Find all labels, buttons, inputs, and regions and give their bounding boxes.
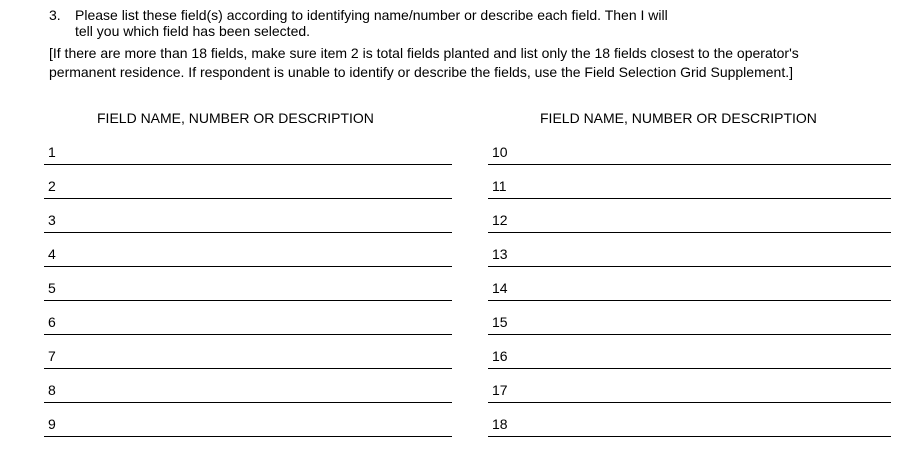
field-number: 8 bbox=[48, 382, 56, 398]
field-number: 15 bbox=[492, 314, 508, 330]
field-entry-line[interactable]: 1 bbox=[44, 144, 452, 165]
field-number: 16 bbox=[492, 348, 508, 364]
column-header-left: FIELD NAME, NUMBER OR DESCRIPTION bbox=[97, 110, 374, 126]
field-number: 6 bbox=[48, 314, 56, 330]
field-number: 9 bbox=[48, 416, 56, 432]
field-entry-line[interactable]: 4 bbox=[44, 246, 452, 267]
field-entry-line[interactable]: 8 bbox=[44, 382, 452, 403]
field-entry-line[interactable]: 14 bbox=[488, 280, 891, 301]
field-entry-line[interactable]: 16 bbox=[488, 348, 891, 369]
field-number: 1 bbox=[48, 144, 56, 160]
field-entry-line[interactable]: 2 bbox=[44, 178, 452, 199]
field-entry-line[interactable]: 6 bbox=[44, 314, 452, 335]
field-number: 3 bbox=[48, 212, 56, 228]
question-text-line1: Please list these field(s) according to … bbox=[75, 7, 668, 23]
field-number: 2 bbox=[48, 178, 56, 194]
field-entry-line[interactable]: 15 bbox=[488, 314, 891, 335]
instruction-line2: permanent residence. If respondent is un… bbox=[49, 64, 793, 80]
question-number: 3. bbox=[49, 7, 61, 23]
field-entry-line[interactable]: 9 bbox=[44, 416, 452, 437]
field-number: 10 bbox=[492, 144, 508, 160]
question-text-line2: tell you which field has been selected. bbox=[75, 23, 311, 39]
field-entry-line[interactable]: 5 bbox=[44, 280, 452, 301]
field-entry-line[interactable]: 7 bbox=[44, 348, 452, 369]
column-header-right: FIELD NAME, NUMBER OR DESCRIPTION bbox=[540, 110, 817, 126]
field-entry-line[interactable]: 18 bbox=[488, 416, 891, 437]
field-number: 7 bbox=[48, 348, 56, 364]
instruction-line1: [If there are more than 18 fields, make … bbox=[49, 45, 799, 61]
field-entry-line[interactable]: 3 bbox=[44, 212, 452, 233]
field-entry-line[interactable]: 12 bbox=[488, 212, 891, 233]
field-number: 4 bbox=[48, 246, 56, 262]
field-number: 18 bbox=[492, 416, 508, 432]
field-number: 11 bbox=[492, 178, 507, 194]
field-entry-line[interactable]: 10 bbox=[488, 144, 891, 165]
field-number: 17 bbox=[492, 382, 508, 398]
field-number: 13 bbox=[492, 246, 508, 262]
field-number: 5 bbox=[48, 280, 56, 296]
field-number: 12 bbox=[492, 212, 508, 228]
field-number: 14 bbox=[492, 280, 508, 296]
field-entry-line[interactable]: 11 bbox=[488, 178, 891, 199]
field-entry-line[interactable]: 13 bbox=[488, 246, 891, 267]
field-entry-line[interactable]: 17 bbox=[488, 382, 891, 403]
